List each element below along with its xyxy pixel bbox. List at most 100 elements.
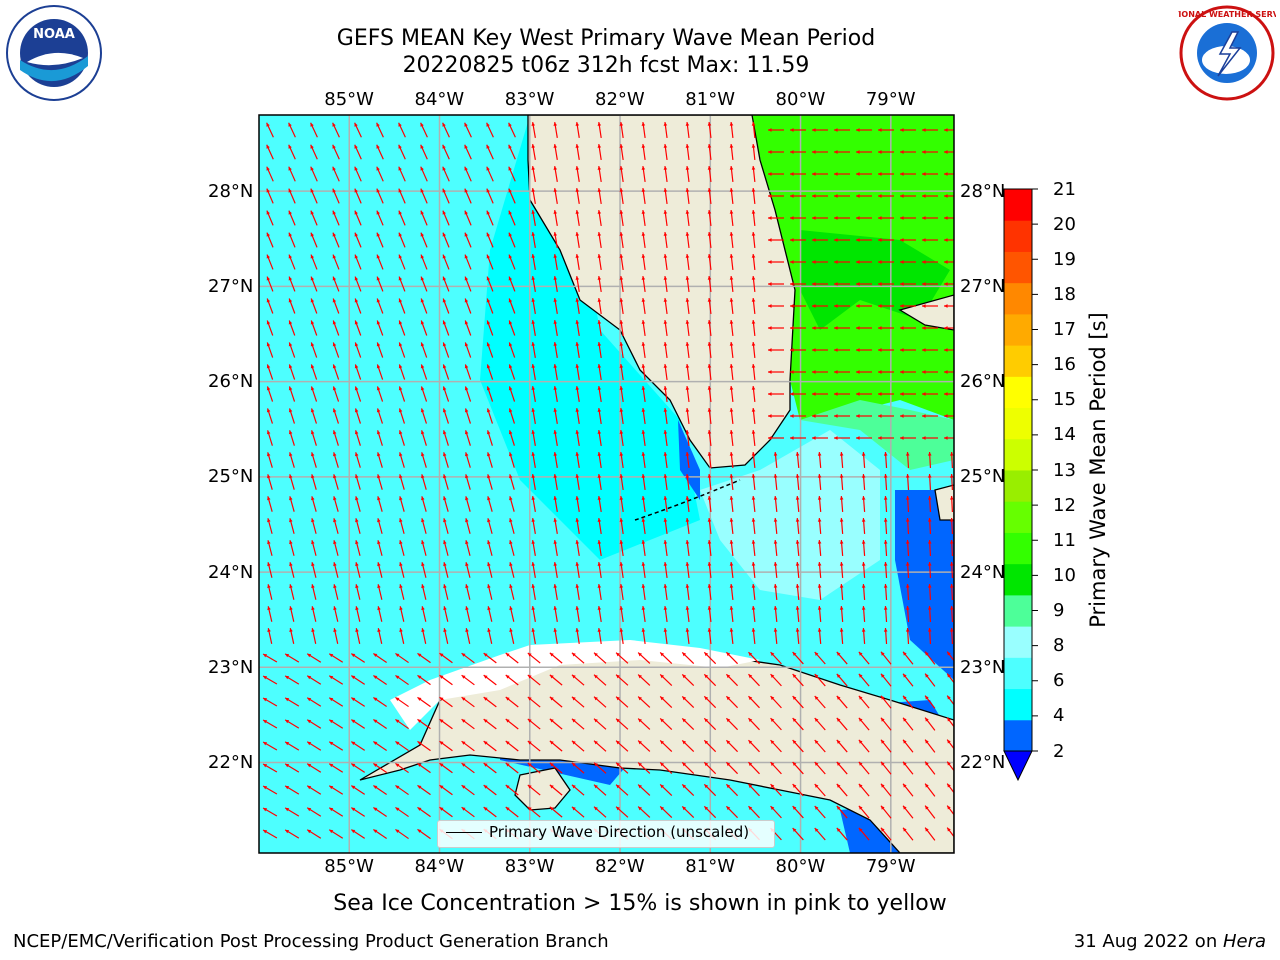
wave-arrow — [817, 583, 822, 601]
wave-arrow — [310, 166, 318, 182]
wave-arrow — [949, 495, 954, 513]
wave-arrow — [420, 210, 428, 226]
wave-arrow — [306, 741, 322, 751]
wave-arrow — [619, 517, 624, 535]
lon-label-top: 84°W — [414, 88, 465, 110]
wave-arrow — [508, 408, 516, 424]
wave-arrow — [812, 348, 828, 352]
wave-arrow — [615, 718, 629, 730]
wave-arrow — [707, 341, 712, 359]
chart-subtitle: 20220825 t06z 312h fcst Max: 11.59 — [402, 53, 810, 78]
wave-arrow — [420, 298, 428, 314]
wave-arrow — [703, 651, 717, 665]
wave-arrow — [751, 451, 756, 469]
wave-arrow — [306, 785, 322, 795]
wave-arrow — [751, 539, 756, 557]
wave-arrow — [509, 628, 515, 644]
wave-arrow — [681, 739, 695, 753]
wave-arrow — [949, 517, 954, 535]
wave-arrow — [289, 606, 295, 622]
wave-arrow — [619, 605, 624, 623]
wave-arrow — [508, 452, 515, 468]
wave-arrow — [509, 562, 515, 578]
wave-arrow — [376, 188, 384, 204]
wave-arrow — [927, 451, 932, 469]
wave-arrow — [262, 807, 278, 817]
wave-arrow — [905, 605, 910, 623]
wave-arrow — [659, 762, 673, 774]
wave-arrow — [922, 392, 938, 396]
wave-arrow — [944, 194, 954, 198]
wave-arrow — [790, 414, 806, 418]
wave-arrow — [725, 805, 739, 819]
wave-arrow — [373, 741, 387, 751]
wave-arrow — [663, 253, 668, 271]
wave-arrow — [442, 298, 450, 314]
wave-arrow — [417, 718, 431, 730]
wave-arrow — [266, 144, 274, 160]
wave-arrow — [262, 829, 278, 839]
wave-arrow — [707, 429, 712, 447]
wave-arrow — [571, 740, 585, 752]
wave-arrow — [284, 719, 300, 729]
wave-arrow — [549, 762, 563, 774]
wave-arrow — [729, 165, 734, 183]
wave-arrow — [856, 436, 872, 440]
wave-arrow — [505, 806, 519, 818]
wave-arrow — [729, 319, 734, 337]
wave-arrow — [878, 194, 894, 198]
wave-arrow — [420, 232, 428, 248]
lat-label-right: 28°N — [960, 180, 1006, 202]
wave-arrow — [922, 238, 938, 242]
colorbar-tick-label: 15 — [1053, 389, 1076, 411]
wave-arrow — [795, 517, 800, 535]
wave-arrow — [288, 144, 296, 160]
wave-arrow — [619, 561, 624, 579]
colorbar-cell — [1004, 470, 1032, 502]
wave-arrow — [332, 386, 340, 402]
wave-arrow — [663, 561, 668, 579]
wave-arrow — [262, 653, 278, 663]
noaa-logo: NOAA — [6, 5, 102, 101]
wave-arrow — [619, 275, 624, 293]
wave-arrow — [836, 783, 848, 797]
wave-arrow — [878, 304, 894, 308]
wave-arrow — [597, 386, 602, 402]
wave-arrow — [729, 253, 734, 271]
wave-arrow — [817, 539, 822, 557]
wave-arrow — [729, 473, 734, 491]
wave-arrow — [354, 166, 362, 182]
wave-arrow — [266, 320, 274, 336]
wave-arrow — [883, 539, 888, 557]
wave-arrow — [289, 628, 295, 644]
wave-arrow — [442, 408, 450, 424]
wave-arrow — [332, 122, 340, 138]
wave-arrow — [795, 605, 800, 623]
wave-arrow — [593, 652, 607, 664]
colorbar-cell — [1004, 407, 1032, 440]
wave-arrow — [858, 739, 870, 753]
wave-arrow — [751, 143, 756, 161]
wave-arrow — [685, 253, 690, 271]
wave-arrow — [839, 561, 844, 579]
wave-arrow — [619, 385, 624, 403]
wave-arrow — [266, 188, 274, 204]
wave-arrow — [773, 561, 778, 579]
wave-arrow — [376, 430, 383, 446]
wave-arrow — [505, 674, 519, 686]
wave-arrow — [703, 717, 717, 731]
wave-arrow — [900, 128, 916, 132]
wave-arrow — [641, 121, 646, 139]
wave-arrow — [483, 718, 497, 730]
wave-arrow — [768, 216, 784, 220]
wave-arrow — [597, 628, 602, 644]
wave-arrow — [924, 805, 936, 819]
lat-label-left: 28°N — [208, 180, 254, 202]
lon-label-top: 85°W — [324, 88, 374, 110]
wave-arrow — [751, 275, 756, 293]
wave-arrow — [729, 187, 734, 205]
wave-arrow — [922, 194, 938, 198]
wave-arrow — [421, 518, 427, 534]
wave-arrow — [685, 583, 690, 601]
lat-label-right: 25°N — [960, 466, 1006, 488]
